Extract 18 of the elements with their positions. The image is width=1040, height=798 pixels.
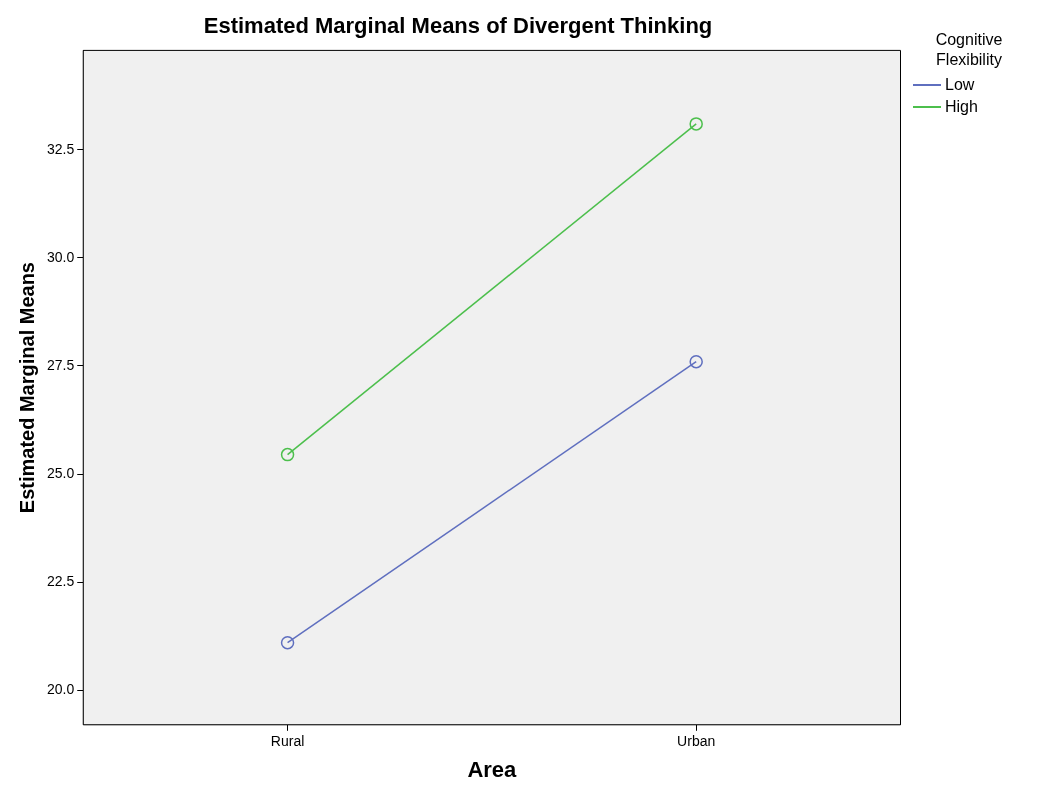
legend-label: High: [945, 98, 978, 116]
point: [280, 635, 295, 650]
y-tick-label: 32.5: [47, 140, 75, 157]
x-axis-title: Area: [467, 756, 518, 782]
x-tick-label: Urban: [677, 733, 716, 750]
y-tick-label: 20.0: [47, 681, 75, 698]
point: [689, 354, 703, 369]
point: [689, 117, 703, 131]
y-tick-label: 27.5: [47, 356, 75, 373]
chart-title: Estimated Marginal Means of Divergent Thinking: [203, 13, 713, 39]
x-tick-label: Rural: [270, 733, 305, 750]
y-tick-label: 22.5: [47, 573, 75, 589]
legend-title: Cognitive Flexibility: [934, 30, 1004, 70]
legend-label: Low: [945, 76, 975, 94]
y-tick-label: 30.0: [47, 248, 75, 265]
point: [280, 447, 295, 462]
y-tick-label: 25.0: [47, 464, 75, 481]
y-axis-title: Estimated Marginal Means: [15, 262, 38, 514]
